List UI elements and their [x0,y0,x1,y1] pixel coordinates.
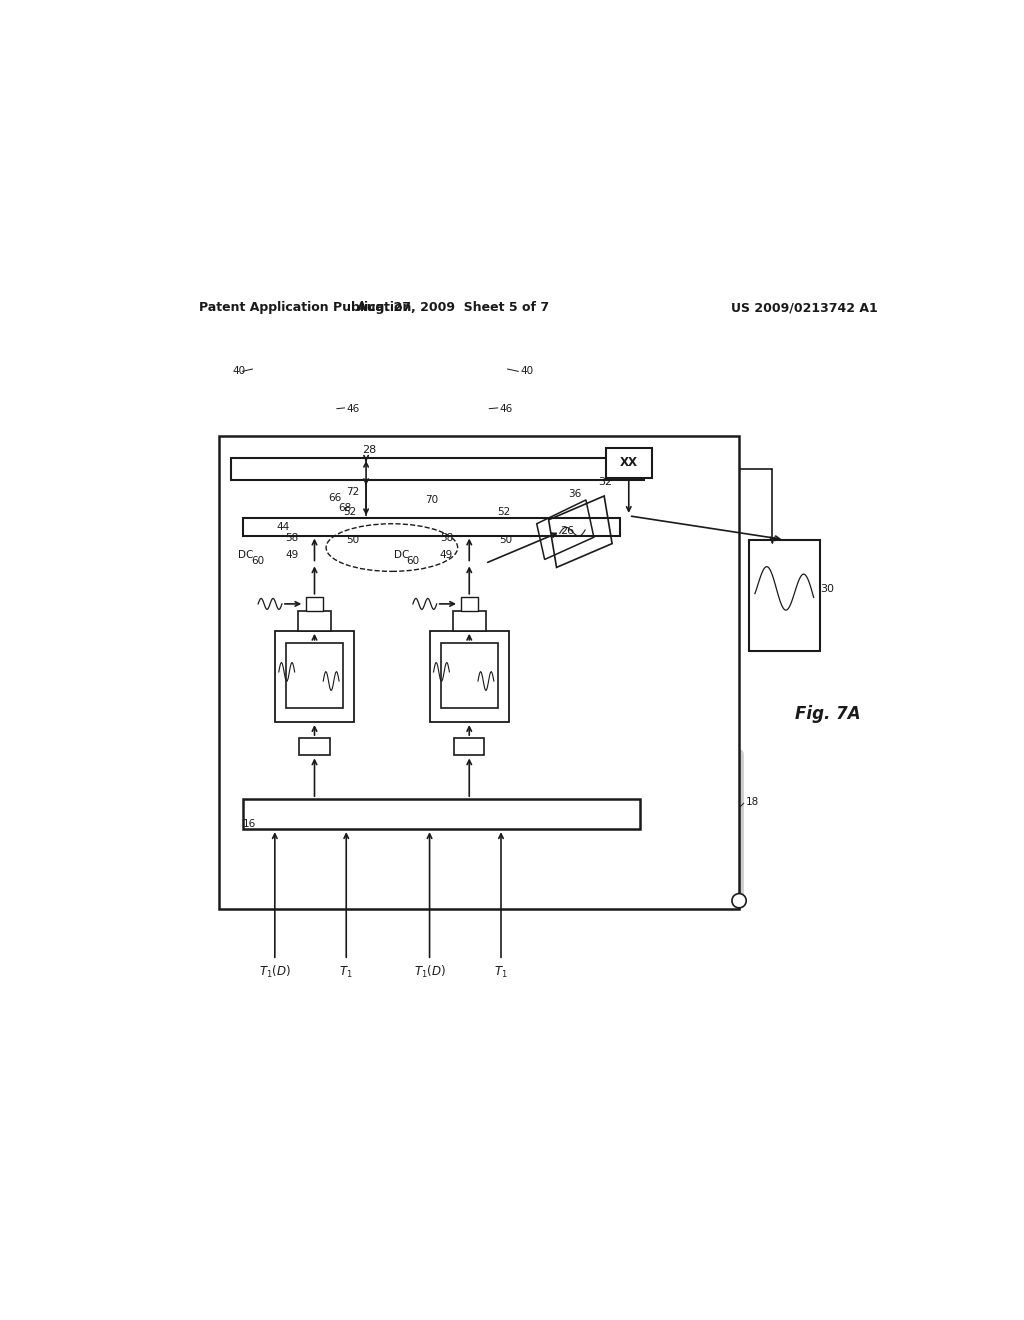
Text: 49: 49 [285,549,298,560]
Text: 26: 26 [560,525,574,536]
Bar [455,738,484,755]
Text: 58: 58 [440,533,454,543]
Text: Aug. 27, 2009  Sheet 5 of 7: Aug. 27, 2009 Sheet 5 of 7 [357,301,550,314]
Text: 52: 52 [497,507,510,517]
Text: 52: 52 [343,507,356,517]
Text: DC: DC [394,550,410,561]
Text: $T_1$: $T_1$ [339,965,353,979]
Bar [231,458,644,480]
Text: XX: XX [620,457,638,469]
Text: 60: 60 [406,556,419,566]
Text: 16: 16 [243,818,256,829]
Text: 58: 58 [285,533,298,543]
Text: 72: 72 [346,487,359,498]
Text: 70: 70 [425,495,438,506]
Bar [461,597,478,611]
Bar [274,631,354,722]
Bar [749,540,820,651]
Bar [298,611,331,631]
Text: 32: 32 [599,478,612,487]
Text: $T_1(D)$: $T_1(D)$ [414,964,445,981]
Bar [299,738,330,755]
Circle shape [732,894,746,908]
Bar [440,643,498,708]
Text: 46: 46 [500,404,513,413]
Text: 49: 49 [440,549,454,560]
Text: 50: 50 [500,535,513,545]
Text: $T_1(D)$: $T_1(D)$ [259,964,291,981]
Bar [286,643,343,708]
Text: Fig. 7A: Fig. 7A [795,705,860,723]
Text: DC: DC [238,550,253,561]
Text: 66: 66 [328,494,341,503]
Text: 50: 50 [346,535,359,545]
Text: 18: 18 [745,796,759,807]
Text: Patent Application Publication: Patent Application Publication [200,301,412,314]
Text: 46: 46 [346,404,359,413]
Bar [243,519,620,536]
Bar [606,447,652,478]
Bar [306,597,324,611]
Text: 40: 40 [232,367,245,376]
Text: 30: 30 [820,583,834,594]
Text: 60: 60 [251,556,264,566]
Bar [243,799,640,829]
Bar [430,631,509,722]
Text: US 2009/0213742 A1: US 2009/0213742 A1 [731,301,878,314]
Text: 44: 44 [276,521,290,532]
Text: 28: 28 [362,445,377,455]
Text: $T_1$: $T_1$ [495,965,508,979]
Text: 40: 40 [520,367,534,376]
Text: 36: 36 [568,490,582,499]
Bar [219,437,739,908]
Bar [453,611,486,631]
Text: 68: 68 [338,503,351,513]
